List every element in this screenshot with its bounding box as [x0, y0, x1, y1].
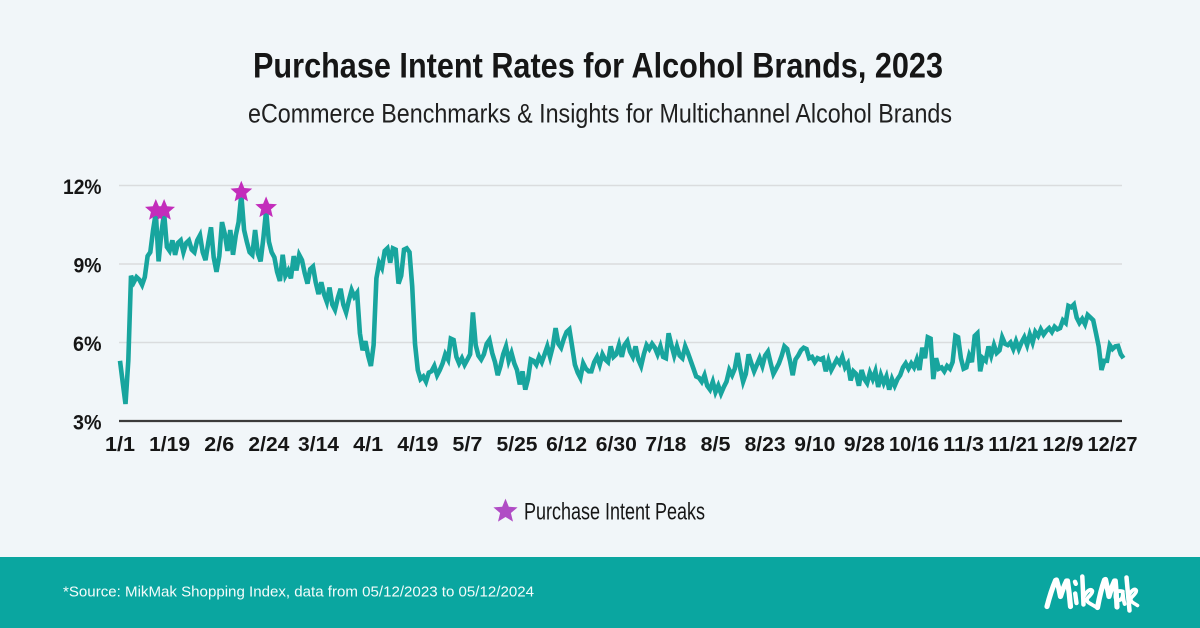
svg-text:11/21: 11/21: [988, 434, 1038, 456]
svg-text:3/14: 3/14: [298, 434, 340, 456]
svg-text:8/5: 8/5: [701, 434, 731, 456]
svg-text:9/10: 9/10: [794, 434, 835, 456]
svg-text:6/12: 6/12: [546, 434, 587, 456]
svg-text:7/18: 7/18: [645, 434, 686, 456]
svg-text:4/1: 4/1: [353, 434, 383, 456]
svg-text:5/7: 5/7: [452, 434, 482, 456]
svg-text:9/28: 9/28: [844, 434, 885, 456]
svg-text:Purchase Intent Rates for Alco: Purchase Intent Rates for Alcohol Brands…: [253, 47, 943, 86]
svg-text:11/3: 11/3: [943, 434, 984, 456]
svg-text:2/24: 2/24: [248, 434, 290, 456]
svg-text:6/30: 6/30: [596, 434, 637, 456]
svg-text:4/19: 4/19: [397, 434, 438, 456]
svg-text:10/16: 10/16: [889, 434, 939, 456]
svg-text:2/6: 2/6: [204, 434, 234, 456]
svg-text:12%: 12%: [63, 175, 102, 199]
svg-text:eCommerce Benchmarks & Insight: eCommerce Benchmarks & Insights for Mult…: [248, 99, 952, 129]
svg-text:5/25: 5/25: [497, 434, 538, 456]
svg-text:Purchase Intent Peaks: Purchase Intent Peaks: [524, 499, 705, 526]
svg-text:12/9: 12/9: [1042, 434, 1083, 456]
svg-text:3%: 3%: [73, 410, 102, 434]
svg-text:1/1: 1/1: [105, 434, 135, 456]
svg-text:*Source: MikMak Shopping Index: *Source: MikMak Shopping Index, data fro…: [63, 585, 534, 601]
svg-text:1/19: 1/19: [149, 434, 190, 456]
svg-text:6%: 6%: [73, 332, 102, 356]
svg-text:12/27: 12/27: [1088, 434, 1138, 456]
svg-text:8/23: 8/23: [745, 434, 786, 456]
svg-text:9%: 9%: [74, 253, 102, 277]
